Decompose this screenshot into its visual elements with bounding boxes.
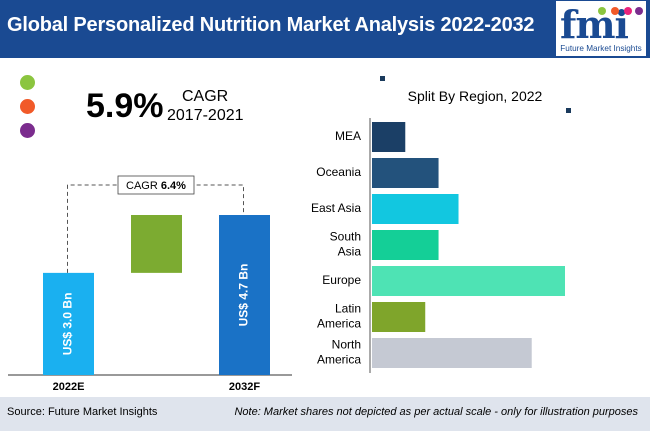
region-label: Asia <box>338 245 362 259</box>
market-growth-chart: US$ 3.0 Bn 2022E US$ 4.7 Bn 2032F CAGR 6.4% <box>8 175 292 393</box>
region-label: America <box>317 353 361 367</box>
region-bar-europe <box>372 266 565 296</box>
region-bar-oceania <box>372 158 439 188</box>
purple-dot-icon <box>20 123 35 138</box>
cagr-period: 2017-2021 <box>167 107 244 124</box>
region-bar-north-america <box>372 338 532 368</box>
region-label: America <box>317 317 361 331</box>
region-label: Oceania <box>316 165 361 179</box>
logo-dots-icon <box>598 7 643 15</box>
region-label: Latin <box>335 302 361 316</box>
growth-bar <box>131 215 182 273</box>
region-bar-east asia <box>372 194 459 224</box>
region-bar-mea <box>372 122 406 152</box>
green-dot-icon <box>20 75 35 90</box>
bar-2022E <box>43 272 94 375</box>
bar-value-label: US$ 3.0 Bn <box>61 293 75 356</box>
header-bar: Global Personalized Nutrition Market Ana… <box>0 0 650 58</box>
note-text: Note: Market shares not depicted as per … <box>234 406 638 418</box>
x-tick-label: 2022E <box>53 381 85 393</box>
cagr-label: CAGR <box>182 88 229 105</box>
bar-2032F <box>219 215 270 375</box>
cagr-annotation-box <box>117 175 195 195</box>
region-label: North <box>332 338 361 352</box>
cagr-value: 5.9% <box>86 87 164 125</box>
region-label: East Asia <box>311 201 361 215</box>
source-text: Source: Future Market Insights <box>7 406 158 418</box>
decor-square <box>566 108 571 113</box>
region-split-chart: Split By Region, 2022 MEA Oceania East Asia… <box>311 88 565 373</box>
page-title: Global Personalized Nutrition Market Ana… <box>7 14 535 36</box>
bar-value-label: US$ 4.7 Bn <box>237 264 251 327</box>
decor-square <box>380 76 385 81</box>
fmi-logo: fmi Future Market Insights <box>556 1 646 56</box>
region-chart-title: Split By Region, 2022 <box>408 88 543 104</box>
x-tick-label: 2032F <box>229 381 260 393</box>
region-label: Europe <box>322 273 361 287</box>
logo-subtitle: Future Market Insights <box>560 44 642 53</box>
region-bar-south-asia <box>372 230 439 260</box>
region-bar-latin-america <box>372 302 426 332</box>
footer-bar: Source: Future Market Insights Note: Mar… <box>0 397 650 431</box>
region-label: South <box>330 230 361 244</box>
region-label: MEA <box>335 129 361 143</box>
cagr-annotation: CAGR 6.4% <box>126 180 186 192</box>
orange-dot-icon <box>20 99 35 114</box>
